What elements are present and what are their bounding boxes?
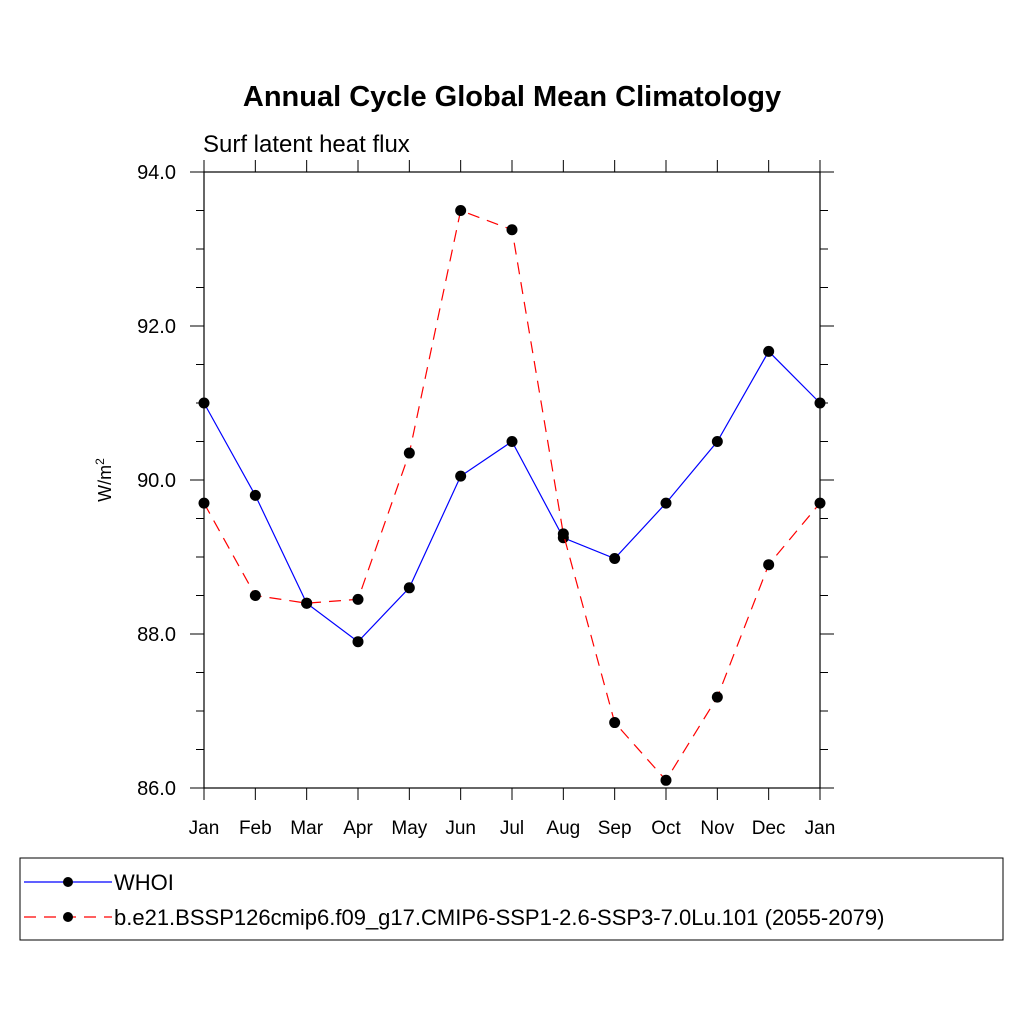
data-point	[198, 397, 210, 409]
chart-title: Annual Cycle Global Mean Climatology	[243, 81, 781, 113]
x-tick-label: Mar	[290, 818, 323, 839]
data-point	[814, 397, 826, 409]
data-point	[249, 590, 261, 601]
x-tick-label: Nov	[700, 818, 734, 839]
data-point	[609, 553, 621, 565]
x-tick-label: Oct	[651, 818, 681, 839]
x-tick-label: May	[391, 818, 427, 839]
series-line	[203, 350, 821, 643]
data-point	[403, 447, 415, 459]
data-point	[711, 691, 723, 703]
x-tick-label: Sep	[598, 818, 632, 839]
legend-label-whoi: WHOI	[114, 870, 174, 895]
legend-entry-model: b.e21.BSSP126cmip6.f09_g17.CMIP6-SSP1-2.…	[24, 905, 884, 930]
data-point	[660, 774, 672, 786]
data-point	[455, 205, 467, 216]
series-layer	[198, 205, 826, 786]
y-axis-label: W/m2	[93, 458, 115, 502]
data-point	[711, 436, 723, 447]
data-point	[506, 436, 518, 447]
axis-ticks	[190, 160, 834, 800]
series-0	[198, 345, 826, 648]
x-tick-labels: Jan Feb Mar Apr May Jun Jul Aug Sep Oct Nov Dec Jan	[189, 818, 836, 839]
x-tick-label: Jan	[189, 818, 220, 839]
data-point	[301, 597, 313, 609]
data-point	[352, 636, 364, 648]
x-tick-label: Apr	[343, 818, 373, 839]
legend-label-model: b.e21.BSSP126cmip6.f09_g17.CMIP6-SSP1-2.…	[114, 905, 884, 930]
legend-entry-whoi: WHOI	[24, 870, 174, 895]
x-tick-label: Jul	[500, 818, 524, 839]
x-tick-label: Dec	[752, 818, 786, 839]
data-point	[249, 489, 261, 501]
y-tick-label: 94.0	[137, 162, 176, 184]
data-point	[352, 593, 364, 605]
x-tick-label: Jan	[805, 818, 836, 839]
x-tick-label: Feb	[239, 818, 272, 839]
x-tick-label: Jun	[445, 818, 476, 839]
y-tick-labels: 86.0 88.0 90.0 92.0 94.0	[137, 162, 176, 800]
data-point	[506, 224, 518, 236]
y-tick-label: 86.0	[137, 778, 176, 800]
plot-frame	[203, 171, 821, 789]
data-point	[455, 470, 467, 482]
data-point	[198, 497, 210, 509]
y-tick-label: 88.0	[137, 624, 176, 646]
legend-marker-whoi	[63, 877, 73, 887]
legend-box	[19, 857, 1004, 941]
y-tick-label: 90.0	[137, 470, 176, 492]
series-line	[203, 209, 821, 782]
data-point	[814, 497, 826, 509]
y-tick-label: 92.0	[137, 316, 176, 338]
data-point	[660, 497, 672, 509]
data-point	[557, 528, 569, 540]
legend-marker-model	[63, 912, 73, 922]
data-point	[403, 582, 415, 594]
chart-subtitle: Surf latent heat flux	[203, 131, 410, 158]
data-point	[609, 717, 621, 729]
data-point	[763, 345, 775, 357]
x-tick-label: Aug	[546, 818, 580, 839]
data-point	[763, 559, 775, 571]
series-1	[198, 205, 826, 786]
